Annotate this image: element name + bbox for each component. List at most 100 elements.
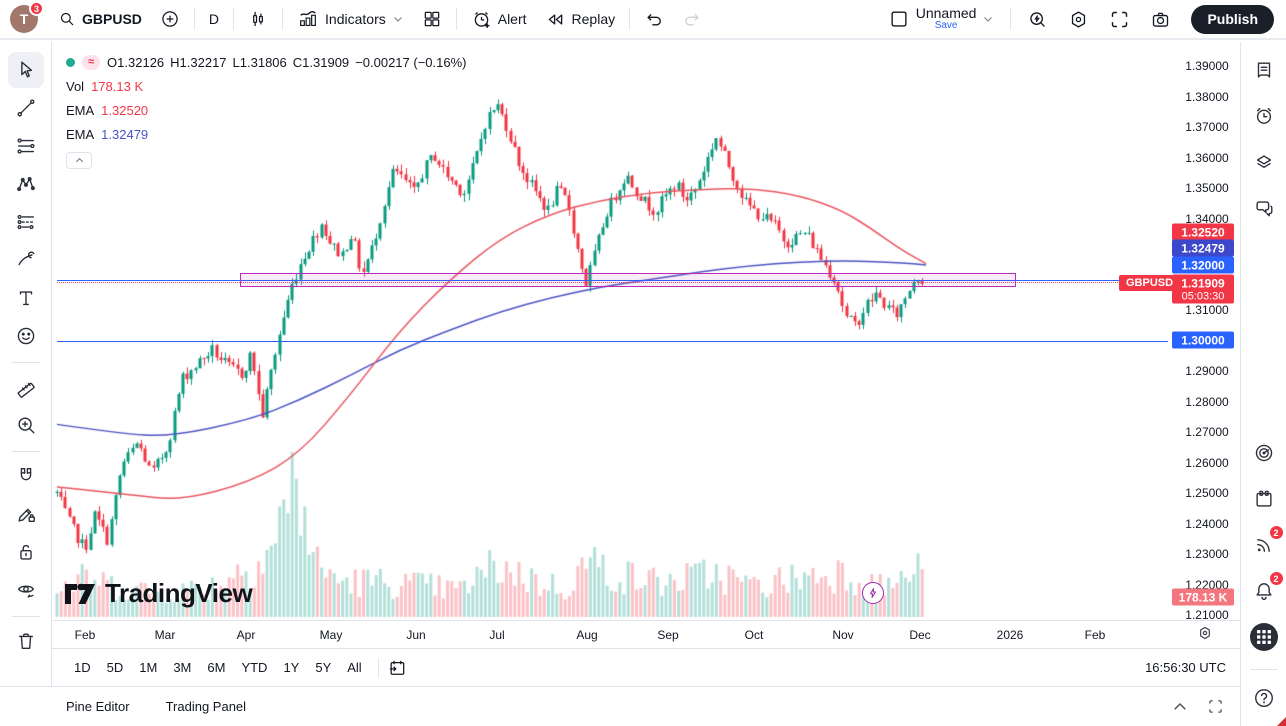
watchlist-button[interactable] (1246, 52, 1282, 88)
lock-drawings-tool[interactable] (8, 534, 44, 570)
hide-drawings-tool[interactable] (8, 572, 44, 608)
help-button[interactable] (1246, 680, 1282, 716)
interval-button[interactable]: D (201, 7, 227, 31)
user-avatar[interactable]: T 3 (10, 1, 44, 33)
tradingview-watermark: TradingView (64, 578, 253, 609)
save-layout-button[interactable]: Unnamed Save (880, 2, 1003, 35)
price-axis-label[interactable]: 1.22000 (1185, 577, 1229, 592)
range-button-5d[interactable]: 5D (106, 660, 124, 675)
price-axis-label[interactable]: 1.28000 (1185, 394, 1229, 409)
chat-button[interactable] (1246, 190, 1282, 226)
quick-search-button[interactable] (1019, 5, 1056, 34)
price-axis-badge-178.13K: 178.13 K (1172, 588, 1234, 606)
maximize-panel-icon[interactable] (1207, 698, 1224, 715)
projection-tool[interactable] (8, 204, 44, 240)
emoji-tool[interactable] (8, 318, 44, 354)
brush-tool[interactable] (8, 242, 44, 278)
trend-line-tool[interactable] (8, 90, 44, 126)
clock-utc[interactable]: 16:56:30 UTC (1145, 660, 1226, 675)
ema-fast-label: EMA (66, 102, 95, 118)
go-to-date-button[interactable] (387, 658, 407, 678)
time-axis-settings-icon[interactable] (1196, 624, 1214, 647)
price-axis-label[interactable]: 1.31000 (1185, 303, 1229, 317)
corner-alert-marker (1277, 717, 1286, 726)
symbol-search-button[interactable]: GBPUSD (50, 6, 150, 32)
replay-label: Replay (571, 11, 616, 27)
price-axis-label[interactable]: 1.37000 (1185, 120, 1229, 134)
price-axis-label[interactable]: 1.25000 (1185, 486, 1229, 500)
undo-button[interactable] (636, 5, 672, 33)
chart-style-button[interactable] (240, 5, 276, 33)
legend-collapse-button[interactable] (66, 152, 92, 169)
layout-templates-button[interactable] (414, 5, 450, 33)
expand-panel-icon[interactable] (1171, 698, 1189, 716)
object-tree-button[interactable] (1246, 144, 1282, 180)
fullscreen-button[interactable] (1101, 5, 1138, 34)
calendar-button[interactable] (1246, 481, 1282, 517)
range-button-1d[interactable]: 1D (74, 660, 91, 675)
alerts-button[interactable] (1246, 98, 1282, 134)
magnet-tool[interactable] (8, 458, 44, 494)
range-button-5y[interactable]: 5Y (315, 660, 332, 675)
cursor-tool[interactable] (7, 52, 44, 88)
time-axis[interactable]: Feb Mar Apr May Jun Jul Aug Sep Oct Nov Dec 2026 Feb (52, 620, 1240, 648)
notifications-button[interactable]: 2 (1246, 571, 1284, 609)
ema-slow-value: 1.32479 (101, 126, 149, 142)
indicators-button[interactable]: Indicators (289, 4, 412, 34)
settings-button[interactable] (1060, 5, 1097, 34)
price-chart-canvas[interactable] (52, 42, 1168, 620)
screenshot-button[interactable] (1142, 5, 1179, 34)
price-axis-label[interactable]: 1.35000 (1185, 181, 1229, 195)
volume-study-value: 178.13 K (91, 78, 144, 94)
fib-retracement-tool[interactable] (8, 128, 44, 164)
open-value: O1.32126 (107, 54, 165, 70)
drawing-mode-tool[interactable] (8, 496, 44, 532)
countdown-timer: 05:03:30 (1181, 290, 1225, 302)
streams-button[interactable]: 2 (1246, 525, 1284, 563)
text-tool[interactable] (8, 280, 44, 316)
price-axis-label[interactable]: 1.29000 (1185, 364, 1229, 378)
replay-button[interactable]: Replay (537, 5, 624, 34)
pattern-tool[interactable] (8, 166, 44, 202)
symbol-name: GBPUSD (82, 11, 142, 27)
measure-tool[interactable] (8, 369, 44, 405)
chevron-up-icon (75, 157, 83, 163)
price-axis-label[interactable]: 1.38000 (1185, 89, 1229, 104)
go-to-date-icon (389, 660, 404, 675)
range-button-3m[interactable]: 3M (173, 660, 192, 675)
time-axis-label-mar: Mar (154, 627, 176, 642)
save-label[interactable]: Save (934, 20, 958, 32)
low-value: L1.31806 (232, 54, 287, 70)
more-apps-button[interactable] (1246, 619, 1282, 655)
data-window-button[interactable] (1246, 435, 1282, 471)
search-icon (60, 12, 74, 26)
indicators-label: Indicators (325, 11, 386, 27)
range-button-6m[interactable]: 6M (207, 660, 226, 675)
trading-panel-tab[interactable]: Trading Panel (165, 699, 247, 714)
range-button-all[interactable]: All (347, 660, 362, 675)
zoom-in-tool[interactable] (8, 407, 44, 443)
price-axis-label[interactable]: 1.24000 (1185, 516, 1229, 531)
price-axis-label[interactable]: 1.39000 (1185, 59, 1229, 73)
compare-add-symbol-button[interactable] (152, 5, 188, 33)
range-button-ytd[interactable]: YTD (241, 660, 268, 675)
price-axis-badge-1.31909: 1.31909 05:03:30 (1172, 274, 1234, 304)
price-axis-label[interactable]: 1.36000 (1185, 150, 1229, 165)
price-axis-label[interactable]: 1.23000 (1185, 547, 1229, 561)
range-button-1m[interactable]: 1M (139, 660, 158, 675)
price-axis-label[interactable]: 1.30000 (1185, 333, 1229, 348)
timeframe-toolbar: 1D 5D 1M 3M 6M YTD 1Y 5Y All 16:56:30 UTC (52, 648, 1240, 686)
economic-event-icon[interactable] (862, 582, 884, 604)
price-axis-label[interactable]: 1.26000 (1185, 455, 1229, 470)
redo-button[interactable] (674, 5, 710, 33)
time-axis-label-sep: Sep (657, 627, 679, 642)
price-axis-label[interactable]: 1.34000 (1185, 211, 1229, 226)
alert-button[interactable]: Alert (463, 5, 535, 34)
remove-drawings-tool[interactable] (8, 623, 44, 659)
pine-editor-tab[interactable]: Pine Editor (66, 699, 130, 714)
time-axis-label-nov: Nov (832, 627, 854, 642)
range-button-1y[interactable]: 1Y (283, 660, 300, 675)
publish-button[interactable]: Publish (1191, 4, 1274, 34)
price-axis-label[interactable]: 1.27000 (1185, 425, 1229, 439)
layout-name: Unnamed (915, 5, 977, 22)
